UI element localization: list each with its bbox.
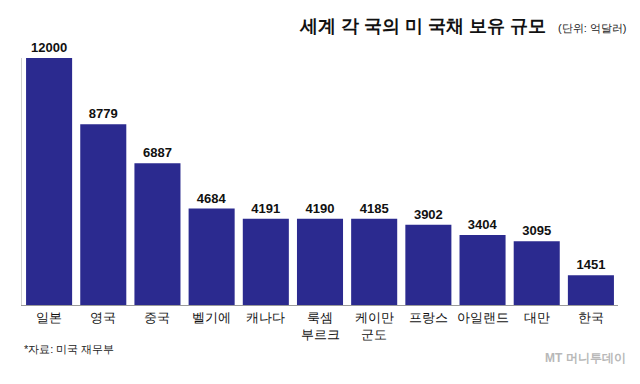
svg-text:4191: 4191 [251,201,280,216]
svg-text:12000: 12000 [31,40,67,55]
svg-text:4190: 4190 [306,201,335,216]
svg-text:중국: 중국 [144,310,170,325]
svg-text:*자료: 미국 재무부: *자료: 미국 재무부 [24,343,114,355]
svg-text:3095: 3095 [522,223,551,238]
svg-text:대만: 대만 [524,310,550,325]
svg-text:4684: 4684 [197,191,227,206]
svg-text:한국: 한국 [578,310,604,325]
svg-text:세계 각 국의 미 국채 보유 규모: 세계 각 국의 미 국채 보유 규모 [299,16,546,36]
svg-text:룩셈부르크: 룩셈부르크 [301,310,340,342]
svg-text:영국: 영국 [90,310,116,325]
svg-text:1451: 1451 [576,257,605,272]
svg-text:벨기에: 벨기에 [192,310,231,325]
svg-text:아일랜드: 아일랜드 [457,310,509,325]
svg-text:MT 머니투데이: MT 머니투데이 [545,351,626,365]
svg-text:케이만군도: 케이만군도 [355,310,394,342]
svg-text:3902: 3902 [414,207,443,222]
svg-text:(단위: 억달러): (단위: 억달러) [558,22,626,34]
svg-text:일본: 일본 [36,310,62,325]
svg-text:캐나다: 캐나다 [246,310,285,325]
svg-text:4185: 4185 [360,201,389,216]
svg-text:8779: 8779 [89,106,118,121]
svg-text:6887: 6887 [143,145,172,160]
svg-text:3404: 3404 [468,217,498,232]
svg-text:프랑스: 프랑스 [409,310,448,325]
